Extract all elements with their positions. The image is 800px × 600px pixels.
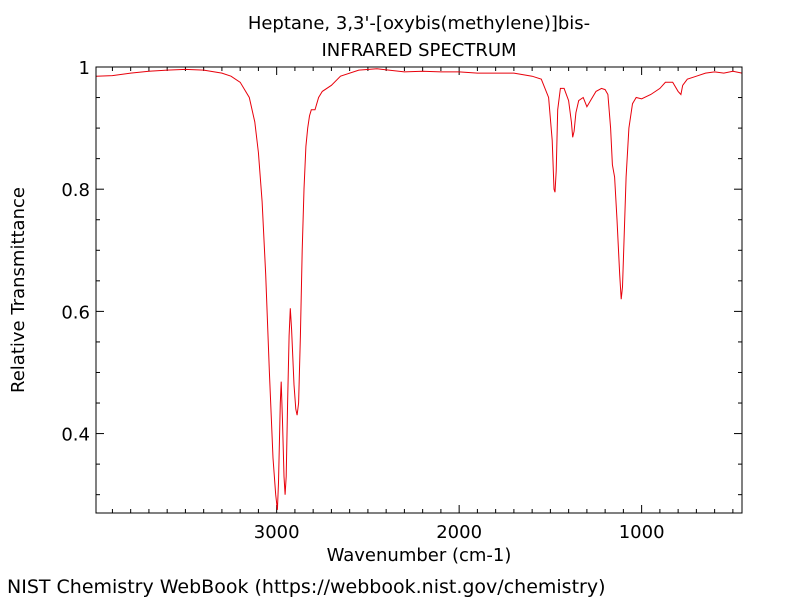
x-tick-label: 1000	[619, 522, 665, 543]
footer-credit: NIST Chemistry WebBook (https://webbook.…	[7, 576, 606, 598]
axis-tick-labels: 3000 2000 1000 0.4 0.6 0.8 1	[61, 58, 664, 543]
y-tick-label: 1	[79, 58, 90, 79]
axis-ticks	[96, 66, 742, 513]
spectrum-line	[95, 68, 743, 510]
x-tick-label: 3000	[254, 522, 300, 543]
plot-frame	[95, 66, 743, 514]
y-tick-label: 0.4	[61, 425, 90, 446]
x-axis-label: Wavenumber (cm-1)	[327, 545, 512, 566]
y-axis-label: Relative Transmittance	[8, 187, 29, 393]
chart-subtitle: INFRARED SPECTRUM	[321, 40, 516, 61]
y-tick-label: 0.6	[61, 302, 90, 323]
y-tick-label: 0.8	[61, 180, 90, 201]
chart-title: Heptane, 3,3'-[oxybis(methylene)]bis-	[248, 13, 590, 34]
x-tick-label: 2000	[436, 522, 482, 543]
